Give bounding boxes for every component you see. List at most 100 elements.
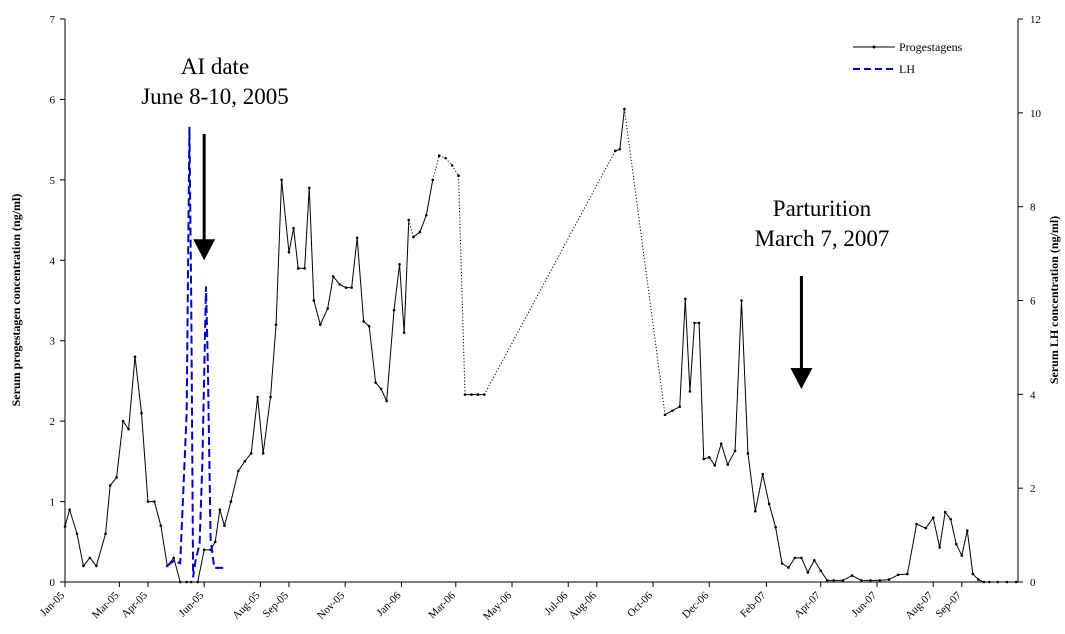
annotation-line-1: AI date [181,54,249,79]
progestagens-point [104,532,107,535]
progestagens-point [869,579,872,582]
progestagens-point [781,562,784,565]
x-tick-label: Aug-07 [903,589,936,622]
progestagens-segment [70,510,77,534]
progestagens-point [698,322,701,325]
x-tick-label: Jun-07 [849,589,879,619]
x-tick-label: Aug-06 [567,589,600,622]
progestagens-point [362,320,365,323]
progestagens-point [368,325,371,328]
progestagens-segment [735,301,741,451]
progestagens-segment [907,524,916,574]
progestagens-point [313,299,316,302]
progestagens-point [851,574,854,577]
progestagens-segment [333,276,339,284]
annotations: AI dateJune 8-10, 2005ParturitionMarch 7… [141,54,889,389]
x-tick-label: Nov-05 [315,589,348,622]
progestagens-point [944,511,947,514]
y-tick-label: 2 [50,416,56,428]
progestagens-point [477,393,480,396]
progestagens-point [888,578,891,581]
progestagens-segment [789,558,795,568]
progestagens-point [925,527,928,530]
progestagens-segment [956,544,962,555]
progestagens-point [292,227,295,230]
progestagens-point [932,516,935,519]
progestagens-point [127,428,130,431]
y-axis-left-title: Serum progestagen concentration (ng/ml) [9,194,23,407]
progestagens-segment [821,571,827,581]
progestagens-segment [258,397,264,453]
progestagens-point [623,108,626,111]
progestagens-segment [951,519,957,544]
progestagens-point [147,500,150,503]
progestagens-segment [484,151,615,395]
progestagens-point [297,267,300,270]
progestagens-point [172,557,175,560]
y-axis-left: 0 1 2 3 4 5 6 7 [50,14,66,589]
progestagens-segment [117,421,123,477]
x-tick-label: Sep-05 [261,589,292,620]
progestagens-point [350,286,353,289]
progestagens-point [740,299,743,302]
annotation-line-1: Parturition [773,196,872,221]
progestagens-segment [141,413,147,501]
progestagens-point [966,529,969,532]
progestagens-point [326,307,329,310]
progestagens-segment [251,397,257,453]
progestagens-point [726,463,729,466]
y2-tick-label: 0 [1030,577,1036,589]
x-tick-label: Mar-05 [90,589,122,621]
progestagens-point [768,503,771,506]
progestagens-point [949,518,952,521]
progestagens-point [115,476,118,479]
progestagens-segment [699,323,704,459]
progestagens-segment [263,397,270,453]
progestagens-segment [446,158,452,165]
progestagens-point [356,236,359,239]
y2-tick-label: 6 [1030,296,1036,308]
progestagens-point [280,179,283,182]
progestagens-point [906,573,909,576]
progestagens-point [819,569,822,572]
progestagens-point [977,578,980,581]
progestagens-segment [369,326,375,382]
progestagens-point [425,214,428,217]
progestagens-segment [426,180,432,215]
progestagens-segment [96,534,105,566]
progestagens-segment [433,156,439,180]
progestagens-segment [90,558,96,566]
x-tick-label: Jan-06 [374,589,404,619]
progestagens-segment [400,264,405,332]
progestagens-point [407,219,410,222]
x-tick-label: Jan-05 [38,589,68,619]
progestagens-segment [755,474,762,511]
x-tick-label: Apr-07 [792,589,823,620]
progestagens-segment [690,323,695,391]
progestagens-point [832,579,835,582]
progestagens-point [689,390,692,393]
legend-label-progestagens: Progestagens [899,40,963,54]
progestagens-point [431,179,434,182]
x-tick-label: Oct-06 [625,589,655,619]
progestagens-point [702,458,705,461]
annotation-line-2: March 7, 2007 [755,226,890,251]
progestagens-point [664,413,667,416]
progestagens-segment [381,389,387,401]
progestagens-point [403,331,406,334]
x-tick-label: Feb-07 [738,589,769,620]
progestagens-point [614,150,617,153]
y2-tick-label: 2 [1030,483,1036,495]
progestagens-point [250,452,253,455]
progestagens-segment [685,299,690,391]
progestagens-point [860,579,863,582]
progestagens-point [345,286,348,289]
progestagens-point [794,557,797,560]
x-tick-label: Mar-06 [426,589,458,621]
progestagens-point [787,566,790,569]
progestagens-segment [245,453,251,461]
progestagens-point [693,322,696,325]
x-tick-label: Aug-05 [230,589,263,622]
progestagens-segment [352,238,358,288]
progestagens-segment [314,301,320,325]
